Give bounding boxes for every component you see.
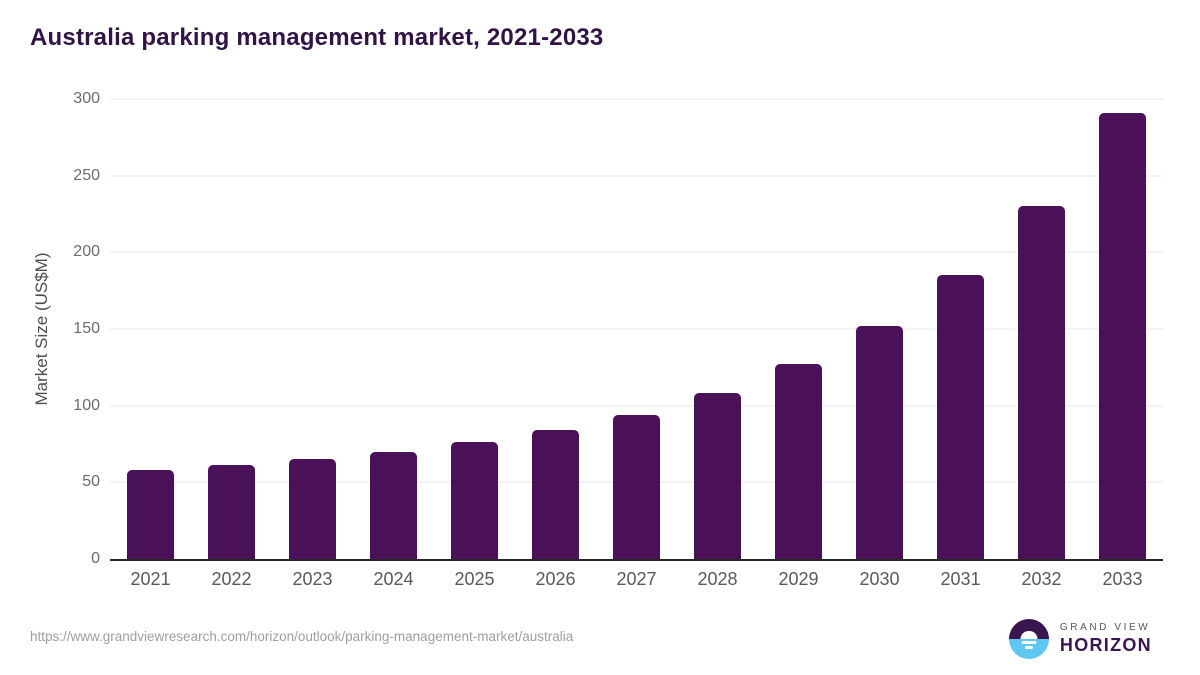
bar-slot-2023 bbox=[272, 99, 353, 559]
bar-slot-2022 bbox=[191, 99, 272, 559]
horizon-wave-shape bbox=[1024, 646, 1033, 650]
x-tick-label-2025: 2025 bbox=[454, 569, 495, 589]
sun-dome-shape bbox=[1020, 631, 1038, 639]
x-tick-label-2031: 2031 bbox=[940, 569, 981, 589]
x-tick-label-2032: 2032 bbox=[1021, 569, 1062, 589]
bar-slot-2033 bbox=[1082, 99, 1163, 559]
y-tick-label-300: 300 bbox=[73, 90, 100, 107]
y-tick-label-250: 250 bbox=[73, 166, 100, 184]
logo-horizon-label: HORIZON bbox=[1059, 635, 1152, 655]
y-tick-label-100: 100 bbox=[73, 396, 100, 414]
x-tick-label-2023: 2023 bbox=[292, 569, 333, 589]
source-url: https://www.grandviewresearch.com/horizo… bbox=[30, 629, 574, 644]
bar-2029 bbox=[775, 364, 822, 559]
bar-2025 bbox=[451, 442, 498, 559]
gridline-100 bbox=[110, 405, 1163, 407]
bar-2026 bbox=[532, 430, 579, 559]
x-tick-label-2033: 2033 bbox=[1102, 569, 1143, 589]
bar-slot-2025 bbox=[434, 99, 515, 559]
bar-slot-2028 bbox=[677, 99, 758, 559]
x-tick-label-2027: 2027 bbox=[616, 569, 657, 589]
y-tick-label-50: 50 bbox=[82, 473, 100, 491]
bar-slot-2026 bbox=[515, 99, 596, 559]
x-tick-label-2026: 2026 bbox=[535, 569, 576, 589]
x-tick-label-2030: 2030 bbox=[859, 569, 900, 589]
x-tick-label-2024: 2024 bbox=[373, 569, 414, 589]
bar-slot-2021 bbox=[110, 99, 191, 559]
bar-2022 bbox=[208, 465, 255, 559]
bar-slot-2027 bbox=[596, 99, 677, 559]
bar-2023 bbox=[289, 459, 336, 559]
gridline-200 bbox=[110, 251, 1163, 253]
x-axis-labels: 2021 2022 2023 2024 2025 2026 2027 2028 2029 2030… bbox=[110, 569, 1163, 590]
page-title: Australia parking management market, 202… bbox=[30, 24, 604, 51]
horizon-wave-shape bbox=[1021, 640, 1037, 644]
bar-slot-2024 bbox=[353, 99, 434, 559]
logo-grand-view-label: GRAND VIEW bbox=[1059, 622, 1151, 633]
gridline-150 bbox=[110, 328, 1163, 330]
y-tick-label-150: 150 bbox=[73, 320, 100, 337]
y-tick-label-200: 200 bbox=[73, 243, 100, 261]
bar-2033 bbox=[1099, 112, 1146, 559]
bar-2028 bbox=[694, 393, 741, 559]
logo-text: GRAND VIEW HORIZON bbox=[1060, 622, 1152, 656]
bars bbox=[110, 99, 1163, 559]
chart-plot-area bbox=[110, 98, 1163, 561]
gridline-300 bbox=[110, 98, 1163, 100]
gridline-250 bbox=[110, 175, 1163, 177]
grandview-horizon-logo: GRAND VIEW HORIZON bbox=[1008, 619, 1152, 659]
bar-2030 bbox=[856, 325, 903, 559]
bar-slot-2031 bbox=[920, 99, 1001, 559]
bar-2031 bbox=[937, 275, 984, 559]
bar-2027 bbox=[613, 414, 660, 559]
y-tick-label-0: 0 bbox=[91, 550, 100, 567]
sun-horizon-icon bbox=[1008, 619, 1049, 659]
bar-2021 bbox=[127, 470, 174, 559]
bar-2024 bbox=[370, 451, 417, 559]
x-tick-label-2022: 2022 bbox=[211, 569, 252, 589]
bar-2032 bbox=[1018, 206, 1065, 559]
x-tick-label-2029: 2029 bbox=[778, 569, 819, 589]
x-tick-label-2021: 2021 bbox=[130, 569, 171, 589]
bar-slot-2029 bbox=[758, 99, 839, 559]
x-axis-line bbox=[110, 559, 1163, 561]
y-tick-labels: 0 50 100 150 200 250 300 bbox=[0, 90, 100, 567]
bar-slot-2030 bbox=[839, 99, 920, 559]
x-tick-label-2028: 2028 bbox=[697, 569, 738, 589]
bar-slot-2032 bbox=[1001, 99, 1082, 559]
